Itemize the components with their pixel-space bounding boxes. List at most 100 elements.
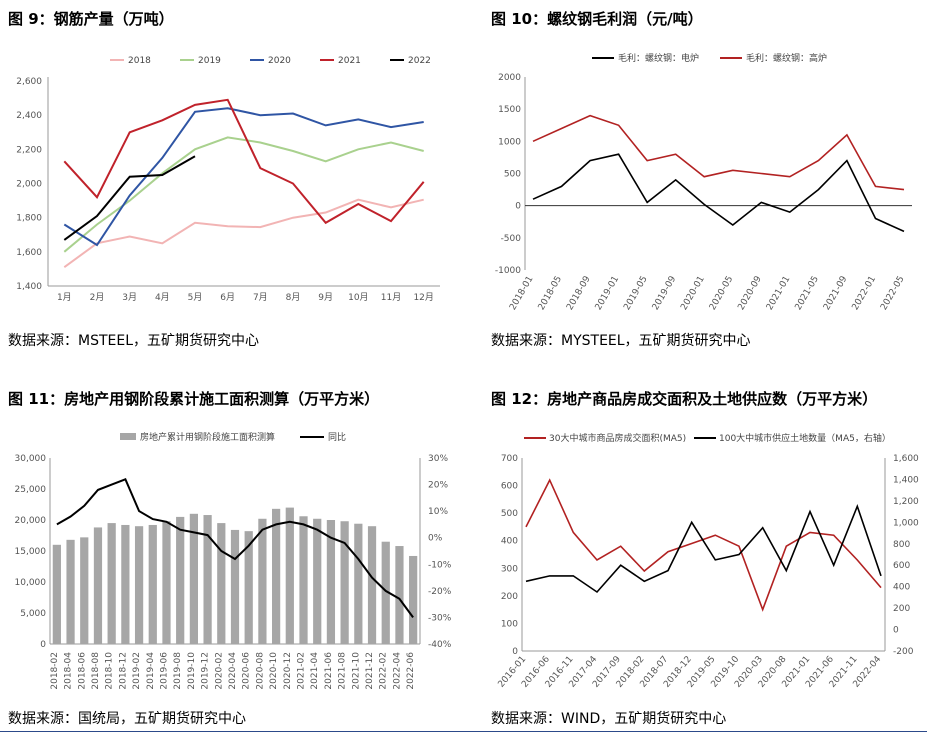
y-tick-label: -1000 <box>495 266 521 276</box>
y-tick-label: 2,000 <box>16 180 42 190</box>
series-line-land-supply <box>525 503 882 594</box>
bar <box>230 529 240 644</box>
y-tick-label: 1000 <box>498 137 521 147</box>
legend-label-land-supply: 100大中城市供应土地数量（MA5，右轴） <box>719 432 891 444</box>
y-left-tick-label: 25,000 <box>15 485 47 495</box>
x-tick-label: 2020-09 <box>736 274 764 312</box>
x-tick-label: 2021-05 <box>794 275 821 313</box>
y-left-tick-label: 30,000 <box>15 454 47 464</box>
x-tick-label: 2022-04 <box>392 652 402 690</box>
bar <box>217 523 226 644</box>
bar <box>176 516 185 644</box>
y-left-tick-label: 400 <box>501 537 518 547</box>
legend-label-2018: 2018 <box>128 56 151 66</box>
x-tick-label: 10月 <box>348 292 368 303</box>
x-tick-label: 2018-10 <box>105 652 115 690</box>
x-tick-label: 2020-01 <box>679 275 706 313</box>
x-tick-label: 2018-02 <box>50 652 60 690</box>
y-left-tick-label: 20,000 <box>15 516 47 526</box>
y-left-tick-label: 15,000 <box>15 547 47 557</box>
x-tick-label: 2022-06 <box>406 652 416 690</box>
x-tick-label: 5月 <box>188 292 203 303</box>
figure-9-source: 数据来源：MSTEEL，五矿期货研究中心 <box>8 333 260 349</box>
bar <box>244 531 253 644</box>
legend-label-2020: 2020 <box>268 56 291 66</box>
y-tick-label: 1,600 <box>16 248 42 258</box>
y-right-tick-label: 400 <box>893 583 910 593</box>
x-tick-label: 7月 <box>253 292 268 303</box>
bar <box>395 546 404 644</box>
x-tick-label: 2018-06 <box>77 652 87 690</box>
y-tick-label: 1,800 <box>16 214 42 224</box>
series-line-transaction-area <box>525 478 882 612</box>
figure-11-title: 图 11：房地产用钢阶段累计施工面积测算（万平方米） <box>8 390 380 408</box>
figure-12-title: 图 12：房地产商品房成交面积及土地供应数（万平方米） <box>491 390 878 408</box>
x-tick-label: 12月 <box>413 292 433 303</box>
x-tick-label: 2019-06 <box>159 652 169 690</box>
bar <box>107 523 116 644</box>
x-tick-label: 3月 <box>122 292 137 303</box>
bar <box>340 521 349 644</box>
x-tick-label: 2022-01 <box>851 275 878 313</box>
y-right-tick-label: 20% <box>428 481 448 491</box>
legend-label-yoy: 同比 <box>328 431 346 443</box>
x-tick-label: 9月 <box>318 292 333 303</box>
y-right-tick-label: 1,000 <box>893 518 919 528</box>
x-tick-label: 2020-05 <box>708 275 735 313</box>
x-tick-label: 2019-04 <box>146 652 156 690</box>
x-tick-label: 2022-02 <box>379 652 389 690</box>
y-left-tick-label: 5,000 <box>20 609 46 619</box>
figure-11-source: 数据来源：国统局，五矿期货研究中心 <box>8 711 246 727</box>
y-tick-label: 2,600 <box>16 77 42 87</box>
bar <box>272 508 281 644</box>
bar <box>381 541 390 644</box>
legend-label-0: 毛利：螺纹钢：电炉 <box>618 52 699 64</box>
x-tick-label: 11月 <box>381 292 401 303</box>
x-tick-label: 6月 <box>220 292 235 303</box>
y-left-tick-label: 300 <box>501 564 518 574</box>
y-tick-label: 2,400 <box>16 111 42 121</box>
y-right-tick-label: 0% <box>428 534 443 544</box>
x-tick-label: 2021-12 <box>365 652 375 690</box>
legend-label-1: 毛利：螺纹钢：高炉 <box>746 52 827 64</box>
legend-label-2019: 2019 <box>198 56 221 66</box>
y-right-tick-label: 600 <box>893 561 910 571</box>
x-tick-label: 2019-12 <box>201 652 211 690</box>
y-right-tick-label: 1,400 <box>893 475 919 485</box>
y-left-tick-label: 10,000 <box>15 578 47 588</box>
y-tick-label: 2,200 <box>16 145 42 155</box>
series-line-2021 <box>63 98 425 225</box>
bar <box>367 526 377 644</box>
y-left-tick-label: 0 <box>40 640 46 650</box>
y-left-tick-label: 100 <box>501 619 518 629</box>
yoy-line <box>56 478 414 618</box>
x-tick-label: 2018-04 <box>64 652 74 690</box>
y-right-tick-label: 200 <box>893 604 910 614</box>
figure-10-title: 图 10：螺纹钢毛利润（元/吨） <box>491 10 703 28</box>
y-tick-label: 1,400 <box>16 282 42 292</box>
bar <box>409 555 418 644</box>
x-tick-label: 2020-12 <box>283 652 293 690</box>
chart-figure-9: 1,400 1,600 1,800 2,000 2,200 2,400 2,600 1月 2月 3… <box>0 45 455 305</box>
x-tick-label: 2020-02 <box>214 652 224 690</box>
chart-figure-11: 0 5,000 10,000 15,000 20,000 25,000 30,000 -40%… <box>0 425 460 690</box>
x-tick-label: 2019-02 <box>132 652 142 690</box>
y-left-tick-label: 700 <box>501 454 518 464</box>
x-tick-label: 4月 <box>155 292 170 303</box>
bar <box>134 526 144 644</box>
y-left-tick-label: 500 <box>501 509 518 519</box>
bar <box>285 507 294 644</box>
x-tick-label: 2019-05 <box>622 275 649 313</box>
bar <box>189 513 198 644</box>
chart-figure-10: -1000 -500 0 500 1000 1500 2000 2018-01 2018-05 2… <box>480 45 925 313</box>
legend-swatch-bars <box>120 433 136 440</box>
legend-label-2021: 2021 <box>338 56 361 66</box>
x-tick-label: 2020-10 <box>269 652 279 690</box>
y-tick-label: 2000 <box>498 73 521 83</box>
x-tick-label: 2020-08 <box>255 652 265 690</box>
y-tick-label: 500 <box>504 170 521 180</box>
bar <box>326 520 336 644</box>
y-tick-label: 0 <box>515 202 521 212</box>
figure-12-source: 数据来源：WIND，五矿期货研究中心 <box>491 711 727 727</box>
bar <box>148 524 157 644</box>
